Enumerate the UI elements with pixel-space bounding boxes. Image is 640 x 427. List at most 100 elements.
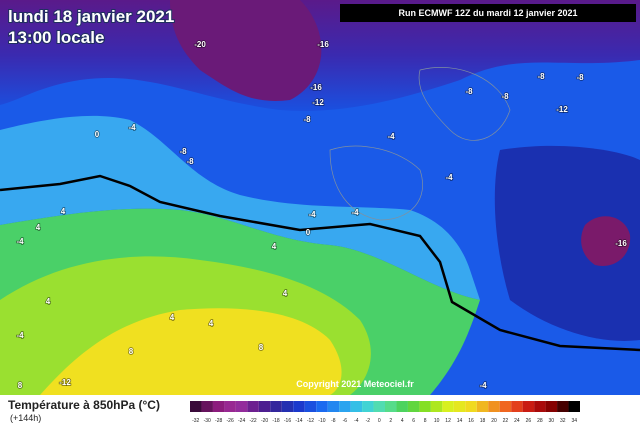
colorbar-label: -18	[272, 418, 279, 424]
colorbar-label: 24	[514, 418, 520, 424]
colorbar-cell	[293, 401, 305, 412]
colorbar-cell	[235, 401, 248, 412]
isotherm-label: 0	[306, 228, 311, 237]
mild-region	[0, 115, 480, 300]
colorbar-label: -12	[307, 418, 314, 424]
cold-core	[581, 216, 631, 266]
colorbar-label: 30	[549, 418, 555, 424]
isotherm-label: 4	[283, 289, 288, 298]
isotherm-label: -16	[317, 40, 329, 49]
isotherm-label: -8	[576, 73, 584, 82]
colorbar-cell	[534, 401, 546, 412]
colorbar-label: 18	[480, 418, 486, 424]
isotherm-label: -8	[537, 72, 545, 81]
colorbar-label: -8	[331, 418, 336, 424]
colorbar-cell	[385, 401, 397, 412]
colorbar-label: -6	[343, 418, 348, 424]
colorbar-cell	[488, 401, 500, 412]
colorbar-label: -24	[238, 418, 245, 424]
colorbar-cell	[407, 401, 420, 412]
isotherm-labels: -20 -16-16-12-8-8 -8-8-8-12-40 -4-8-8-4-40-…	[16, 39, 628, 391]
colorbar-cell	[476, 401, 489, 412]
isotherm-label: 4	[46, 297, 51, 306]
isotherm-label: -8	[186, 157, 194, 166]
time: 13:00 locale	[8, 28, 104, 47]
colorbar-label: -32	[192, 418, 199, 424]
colorbar-label: -30	[204, 418, 211, 424]
colorbar-label: 10	[434, 418, 440, 424]
isotherm-label: 4	[170, 313, 175, 322]
colorbar-cell	[304, 401, 317, 412]
colorbar-cell	[316, 401, 328, 412]
colorbar-cell	[511, 401, 523, 412]
colorbar: -32 -30 -28 -26 -24 -22 -20 -18 -16 -14 -12 -10 -8 -6…	[190, 401, 580, 424]
colorbar-label: -26	[227, 418, 234, 424]
colorbar-label: 14	[457, 418, 463, 424]
isotherm-label: -8	[179, 147, 187, 156]
colorbar-cell	[419, 401, 431, 412]
isotherm-label: -12	[556, 105, 568, 114]
copyright: Copyright 2021 Meteociel.fr	[296, 379, 414, 389]
isotherm-label: -20	[194, 40, 206, 49]
colorbar-cell	[350, 401, 363, 412]
colorbar-cell	[373, 401, 385, 412]
very-cold-region	[170, 0, 322, 101]
isotherm-zero-line	[0, 174, 640, 352]
colorbar-label: 12	[445, 418, 451, 424]
legend-title: Température à 850hPa (°C)	[8, 398, 160, 412]
colorbar-cell	[453, 401, 466, 412]
colorbar-cell	[568, 401, 580, 412]
colorbar-cell	[339, 401, 351, 412]
isotherm-label: -8	[465, 87, 473, 96]
colorbar-cell	[557, 401, 569, 412]
date: lundi 18 janvier 2021	[8, 7, 174, 26]
isotherm-label: 4	[36, 223, 41, 232]
isotherm-label: -12	[59, 378, 71, 387]
isotherm-label: -4	[308, 210, 316, 219]
isotherm-label: 4	[61, 207, 66, 216]
isotherm-label: -4	[351, 208, 359, 217]
colorbar-cell	[442, 401, 454, 412]
colorbar-label: 26	[526, 418, 532, 424]
colorbar-label: 4	[401, 418, 404, 424]
isotherm-label: 4	[209, 319, 214, 328]
colorbar-cell	[258, 401, 271, 412]
colorbar-label: 34	[571, 418, 577, 424]
isotherm-label: 0	[95, 130, 100, 139]
colorbar-label: 32	[560, 418, 566, 424]
colorbar-label: -10	[318, 418, 325, 424]
isotherm-label: 8	[18, 381, 23, 390]
colorbar-label: 20	[491, 418, 497, 424]
isotherm-label: -4	[128, 123, 136, 132]
isotherm-label: -8	[303, 115, 311, 124]
isotherm-label: -4	[479, 381, 487, 390]
run-box	[340, 4, 636, 22]
colorbar-cell	[247, 401, 259, 412]
colorbar-label: -22	[249, 418, 256, 424]
colorbar-cell	[396, 401, 408, 412]
colorbar-label: 8	[424, 418, 427, 424]
lead-time: (+144h)	[10, 413, 41, 423]
colorbar-cell	[270, 401, 282, 412]
colorbar-cell	[522, 401, 535, 412]
colorbar-cell	[327, 401, 340, 412]
colorbar-cell	[430, 401, 443, 412]
colorbar-label: 6	[412, 418, 415, 424]
isotherm-label: -4	[387, 132, 395, 141]
isotherm-label: -16	[310, 83, 322, 92]
warmest-region	[40, 308, 342, 395]
colorbar-cell	[499, 401, 512, 412]
cold-east-region	[494, 145, 640, 341]
colorbar-cell	[362, 401, 374, 412]
isotherm-label: 8	[129, 347, 134, 356]
colorbar-cell	[201, 401, 213, 412]
colorbar-label: -20	[261, 418, 268, 424]
run-info: Run ECMWF 12Z du mardi 12 janvier 2021	[398, 8, 577, 18]
colorbar-cell	[224, 401, 236, 412]
isotherm-label: -16	[615, 239, 627, 248]
colorbar-label: 28	[537, 418, 543, 424]
isotherm-label: -12	[312, 98, 324, 107]
isotherm-label: -4	[445, 173, 453, 182]
isotherm-label: -8	[501, 92, 509, 101]
